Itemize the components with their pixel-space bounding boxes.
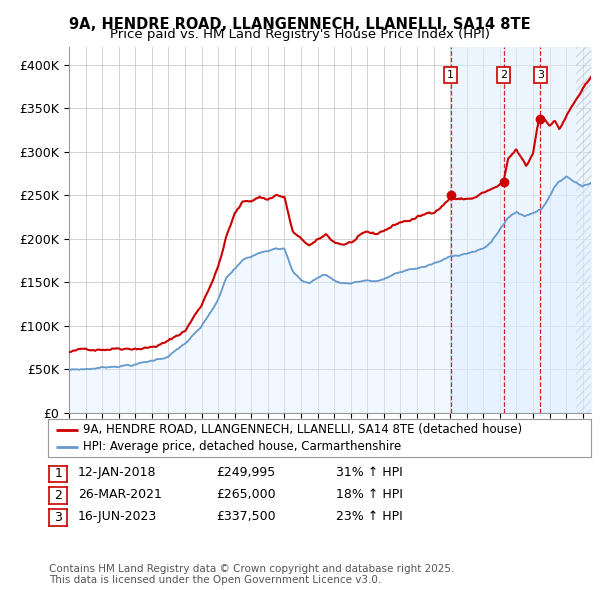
Text: 2: 2 [500, 70, 507, 80]
Text: 26-MAR-2021: 26-MAR-2021 [78, 488, 162, 501]
Text: £265,000: £265,000 [216, 488, 275, 501]
Text: Contains HM Land Registry data © Crown copyright and database right 2025.
This d: Contains HM Land Registry data © Crown c… [49, 563, 455, 585]
Text: 31% ↑ HPI: 31% ↑ HPI [336, 466, 403, 479]
Text: 1: 1 [447, 70, 454, 80]
Text: Price paid vs. HM Land Registry's House Price Index (HPI): Price paid vs. HM Land Registry's House … [110, 28, 490, 41]
Text: £249,995: £249,995 [216, 466, 275, 479]
Text: 3: 3 [54, 511, 62, 524]
Text: HPI: Average price, detached house, Carmarthenshire: HPI: Average price, detached house, Carm… [83, 440, 401, 453]
Text: 18% ↑ HPI: 18% ↑ HPI [336, 488, 403, 501]
Text: 3: 3 [537, 70, 544, 80]
Text: 1: 1 [54, 467, 62, 480]
Text: £337,500: £337,500 [216, 510, 275, 523]
Text: 9A, HENDRE ROAD, LLANGENNECH, LLANELLI, SA14 8TE (detached house): 9A, HENDRE ROAD, LLANGENNECH, LLANELLI, … [83, 423, 523, 436]
Text: 23% ↑ HPI: 23% ↑ HPI [336, 510, 403, 523]
Text: 2: 2 [54, 489, 62, 502]
Text: 16-JUN-2023: 16-JUN-2023 [78, 510, 157, 523]
Text: 12-JAN-2018: 12-JAN-2018 [78, 466, 157, 479]
Text: 9A, HENDRE ROAD, LLANGENNECH, LLANELLI, SA14 8TE: 9A, HENDRE ROAD, LLANGENNECH, LLANELLI, … [69, 17, 531, 31]
